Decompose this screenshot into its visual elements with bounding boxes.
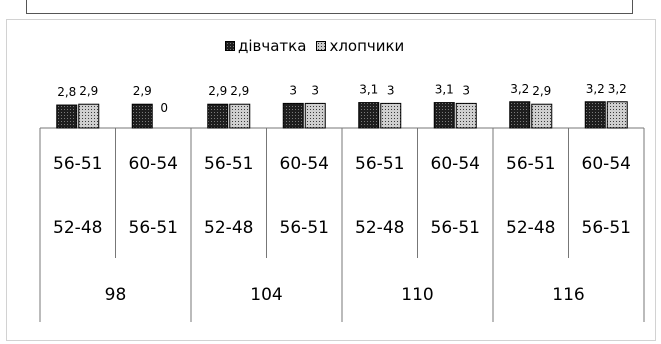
data-label-girls: 3,2: [510, 82, 529, 96]
legend: дівчатка хлопчики: [225, 36, 414, 56]
bar-girls: [282, 102, 304, 129]
bar-girls: [433, 102, 455, 129]
bar-boys: [455, 102, 477, 129]
row2-cell: 56-51: [581, 218, 631, 238]
data-label-girls: 3,2: [586, 82, 605, 96]
row1-cell: 56-51: [506, 154, 556, 174]
frame-right-line: [632, 0, 633, 14]
data-label-boys: 2,9: [532, 84, 551, 98]
data-label-boys: 2,9: [230, 84, 249, 98]
data-label-girls: 2,9: [133, 84, 152, 98]
bar-girls: [358, 102, 380, 129]
group-label: 104: [250, 285, 283, 305]
row2-cell: 56-51: [128, 218, 178, 238]
row2-cell: 52-48: [204, 218, 254, 238]
bar-girls: [207, 103, 229, 129]
legend-swatch-girls: [225, 41, 235, 51]
row1-cell: 60-54: [128, 154, 178, 174]
bar-girls: [509, 101, 531, 129]
data-label-girls: 3: [289, 83, 297, 97]
data-label-boys: 3,2: [608, 82, 627, 96]
data-label-boys: 3: [462, 83, 470, 97]
data-label-boys: 3: [387, 83, 395, 97]
row1-cell: 60-54: [279, 154, 329, 174]
bar-boys: [606, 101, 628, 129]
upper-frame-edge: [0, 0, 661, 20]
legend-label-girls: дівчатка: [238, 37, 307, 55]
row2-cell: 56-51: [279, 218, 329, 238]
row1-cell: 56-51: [53, 154, 103, 174]
data-label-girls: 2,9: [208, 84, 227, 98]
chart-panel: [6, 19, 656, 341]
row2-cell: 52-48: [506, 218, 556, 238]
row1-cell: 60-54: [581, 154, 631, 174]
legend-item-girls: дівчатка: [225, 37, 306, 55]
legend-item-boys: хлопчики: [316, 37, 404, 55]
bar-boys: [380, 102, 402, 129]
row1-cell: 60-54: [430, 154, 480, 174]
group-label: 98: [104, 285, 127, 305]
data-label-girls: 3,1: [359, 83, 378, 97]
data-label-girls: 2,8: [57, 85, 76, 99]
row2-cell: 56-51: [430, 218, 480, 238]
bar-girls: [56, 104, 78, 129]
group-label: 116: [552, 285, 585, 305]
data-label-boys: 0: [160, 101, 168, 115]
row1-cell: 56-51: [355, 154, 405, 174]
bar-girls: [584, 101, 606, 129]
data-label-boys: 2,9: [79, 84, 98, 98]
legend-label-boys: хлопчики: [329, 37, 405, 55]
frame-bottom-line: [26, 13, 633, 14]
legend-swatch-boys: [316, 41, 327, 51]
bar-boys: [78, 103, 100, 129]
data-label-girls: 3,1: [435, 83, 454, 97]
row2-cell: 52-48: [53, 218, 103, 238]
group-label: 110: [401, 285, 434, 305]
data-label-boys: 3: [311, 83, 319, 97]
row1-cell: 56-51: [204, 154, 254, 174]
bar-boys: [229, 103, 251, 129]
bar-boys: [531, 103, 553, 129]
bar-boys: [304, 102, 326, 129]
frame-left-line: [26, 0, 27, 14]
row2-cell: 52-48: [355, 218, 405, 238]
bar-girls: [131, 103, 153, 129]
